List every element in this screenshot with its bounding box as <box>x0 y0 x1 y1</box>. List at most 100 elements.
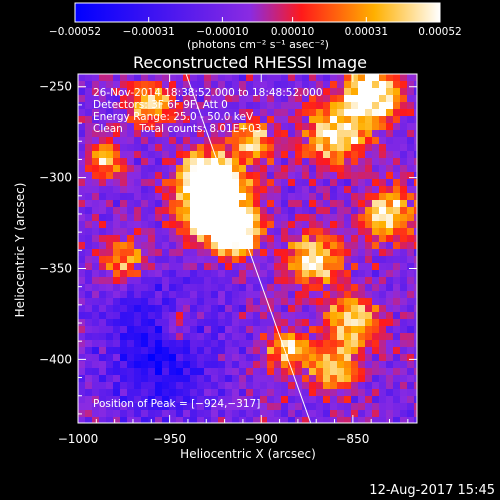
heatmap-cell <box>260 95 267 102</box>
heatmap-cell <box>253 95 260 102</box>
heatmap-cell <box>302 375 309 382</box>
heatmap-cell <box>113 284 120 291</box>
heatmap-cell <box>386 361 393 368</box>
heatmap-cell <box>134 200 141 207</box>
heatmap-cell <box>155 228 162 235</box>
heatmap-cell <box>253 396 260 403</box>
heatmap-cell <box>260 81 267 88</box>
heatmap-cell <box>379 263 386 270</box>
heatmap-cell <box>267 242 274 249</box>
heatmap-cell <box>218 123 225 130</box>
heatmap-cell <box>162 74 169 81</box>
heatmap-cell <box>400 179 407 186</box>
heatmap-cell <box>190 144 197 151</box>
heatmap-cell <box>225 284 232 291</box>
heatmap-cell <box>120 165 127 172</box>
heatmap-cell <box>127 403 134 410</box>
heatmap-cell <box>260 340 267 347</box>
heatmap-cell <box>211 242 218 249</box>
x-tick-label: −850 <box>336 432 369 446</box>
heatmap-cell <box>253 347 260 354</box>
heatmap-cell <box>99 158 106 165</box>
heatmap-cell <box>323 109 330 116</box>
heatmap-cell <box>155 270 162 277</box>
heatmap-cell <box>232 74 239 81</box>
heatmap-cell <box>414 221 417 228</box>
heatmap-cell <box>323 396 330 403</box>
heatmap-cell <box>274 144 281 151</box>
heatmap-cell <box>365 130 372 137</box>
heatmap-cell <box>169 214 176 221</box>
heatmap-cell <box>260 361 267 368</box>
heatmap-cell <box>330 200 337 207</box>
heatmap-cell <box>260 165 267 172</box>
heatmap-cell <box>232 172 239 179</box>
heatmap-cell <box>309 263 316 270</box>
heatmap-cell <box>281 396 288 403</box>
heatmap-cell <box>190 410 197 417</box>
heatmap-cell <box>330 88 337 95</box>
heatmap-cell <box>127 375 134 382</box>
heatmap-cell <box>379 312 386 319</box>
heatmap-cell <box>183 277 190 284</box>
heatmap-cell <box>134 382 141 389</box>
heatmap-cell <box>78 312 85 319</box>
heatmap-cell <box>197 410 204 417</box>
heatmap-cell <box>302 165 309 172</box>
heatmap-cell <box>253 165 260 172</box>
heatmap-cell <box>400 123 407 130</box>
heatmap-cell <box>414 417 417 423</box>
heatmap-cell <box>92 151 99 158</box>
heatmap-cell <box>155 207 162 214</box>
heatmap-cell <box>365 417 372 423</box>
heatmap-cell <box>113 214 120 221</box>
heatmap-cell <box>393 179 400 186</box>
heatmap-cell <box>162 312 169 319</box>
heatmap-cell <box>204 207 211 214</box>
heatmap-cell <box>120 214 127 221</box>
heatmap-cell <box>141 130 148 137</box>
heatmap-cell <box>232 235 239 242</box>
heatmap-cell <box>386 214 393 221</box>
heatmap-cell <box>407 284 414 291</box>
heatmap-cell <box>162 305 169 312</box>
heatmap-cell <box>106 172 113 179</box>
y-tick-label: −250 <box>39 80 72 94</box>
heatmap-cell <box>176 305 183 312</box>
heatmap-cell <box>344 179 351 186</box>
heatmap-cell <box>295 165 302 172</box>
heatmap-cell <box>155 312 162 319</box>
heatmap-cell <box>85 200 92 207</box>
heatmap-cell <box>141 312 148 319</box>
heatmap-cell <box>92 326 99 333</box>
heatmap-cell <box>358 375 365 382</box>
heatmap-cell <box>351 333 358 340</box>
heatmap-cell <box>414 256 417 263</box>
heatmap-cell <box>232 284 239 291</box>
heatmap-cell <box>176 263 183 270</box>
heatmap-cell <box>106 326 113 333</box>
heatmap-cell <box>337 172 344 179</box>
x-tick-label: −950 <box>153 432 186 446</box>
heatmap-cell <box>407 417 414 423</box>
heatmap-cell <box>400 396 407 403</box>
heatmap-cell <box>176 347 183 354</box>
heatmap-cell <box>302 403 309 410</box>
heatmap-cell <box>351 305 358 312</box>
heatmap-cell <box>92 74 99 81</box>
heatmap-cell <box>316 368 323 375</box>
heatmap-cell <box>120 298 127 305</box>
heatmap-cell <box>141 186 148 193</box>
heatmap-cell <box>239 214 246 221</box>
heatmap-cell <box>316 291 323 298</box>
heatmap-cell <box>239 179 246 186</box>
heatmap-cell <box>260 109 267 116</box>
heatmap-cell <box>407 403 414 410</box>
heatmap-cell <box>141 396 148 403</box>
heatmap-cell <box>211 102 218 109</box>
heatmap-cell <box>316 130 323 137</box>
colorbar-tick-label: −0.00052 <box>49 26 101 38</box>
heatmap-cell <box>218 102 225 109</box>
heatmap-cell <box>120 347 127 354</box>
heatmap-cell <box>316 277 323 284</box>
